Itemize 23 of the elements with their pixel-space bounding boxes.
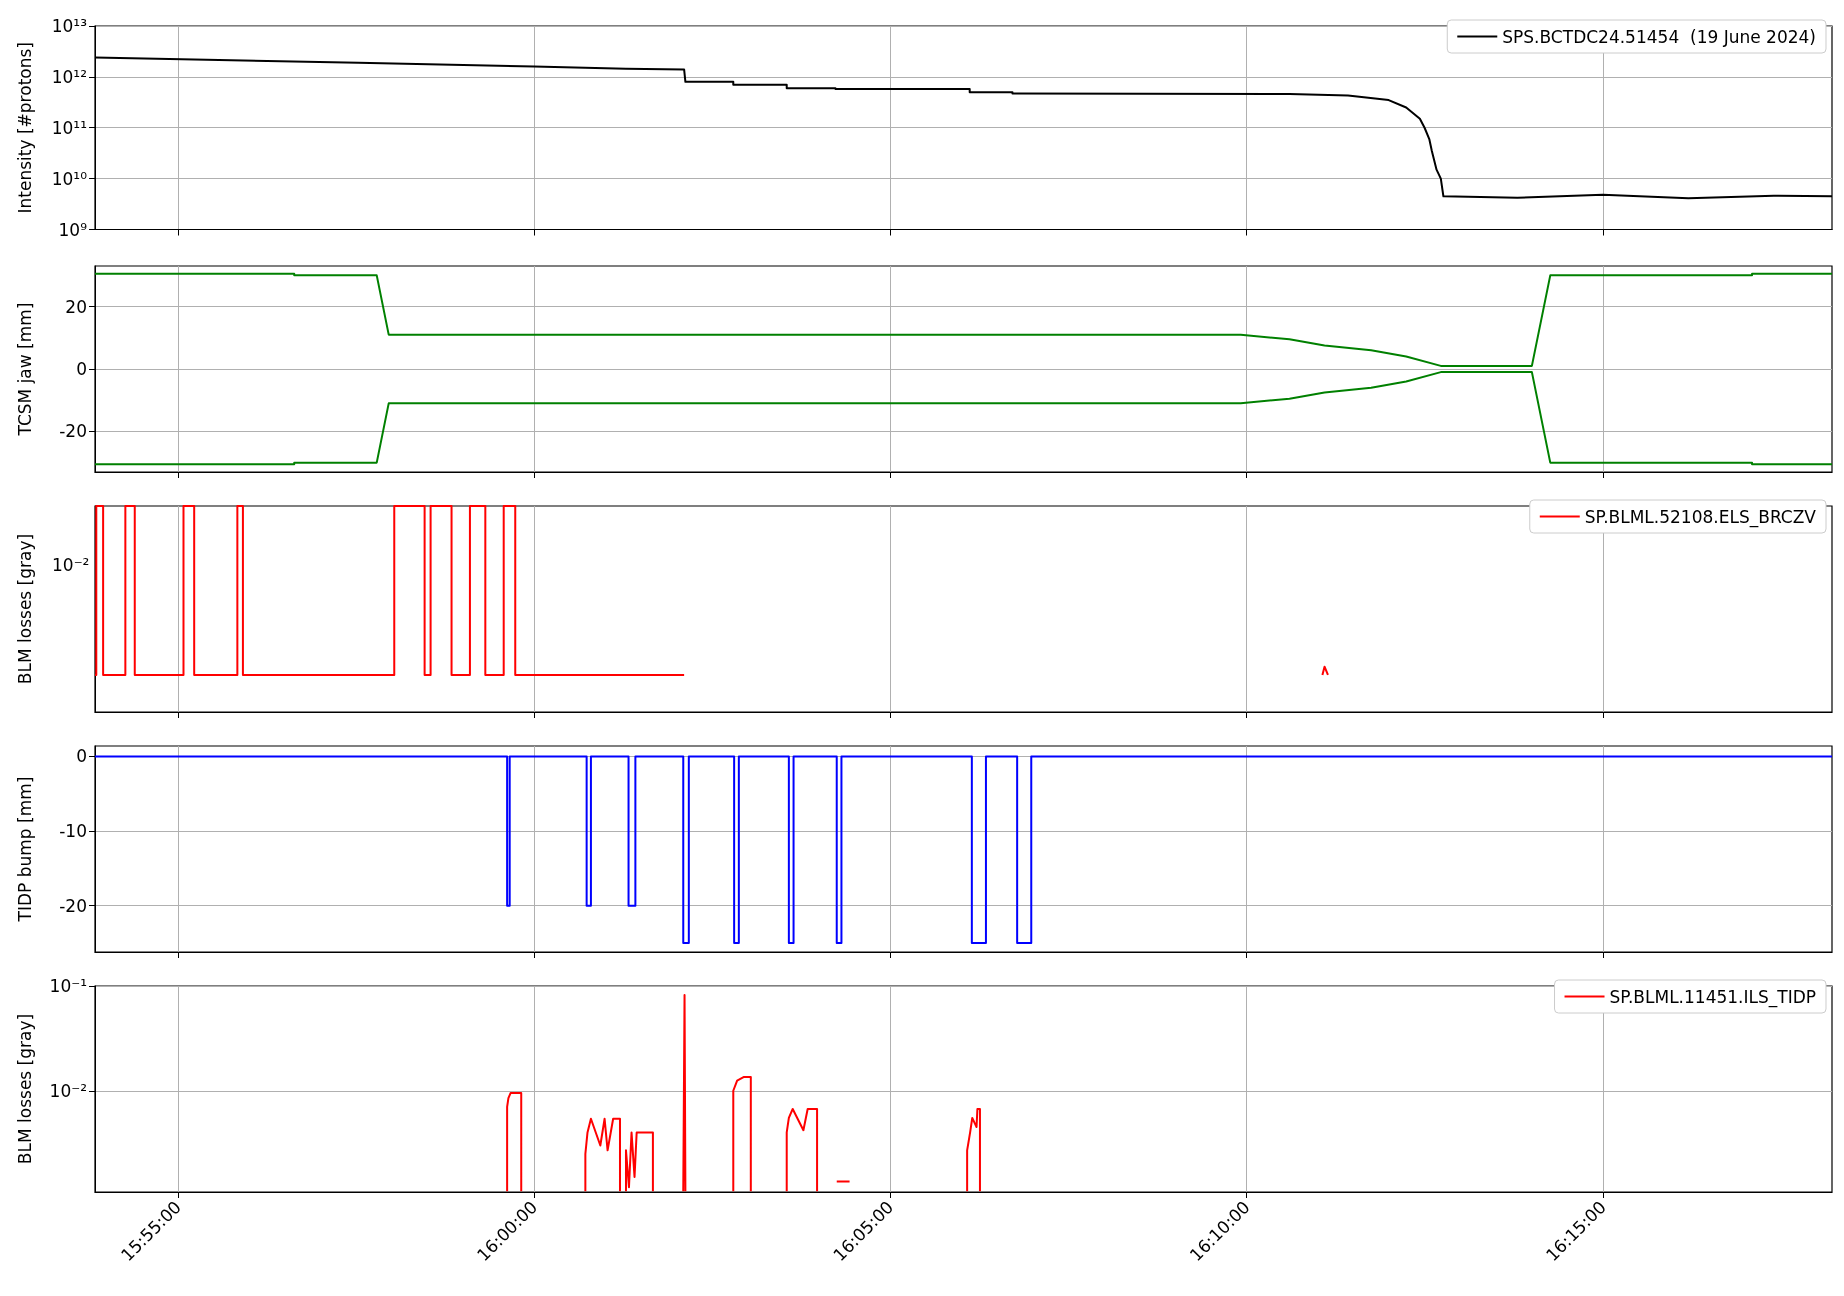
y-tick-label: 10⁻¹ [49, 976, 87, 996]
y-tick-label: 20 [65, 296, 87, 317]
line-series [94, 371, 1833, 466]
legend-label: SP.BLML.11451.ILS_TIDP [1609, 986, 1817, 1008]
legend-label: SPS.BCTDC24.51454 (19 June 2024) [1502, 26, 1817, 47]
y-axis-title: BLM losses [gray] [14, 533, 35, 685]
line-series [94, 272, 1833, 367]
y-tick-label: 10¹² [51, 66, 87, 87]
y-tick-label: -20 [59, 421, 87, 442]
y-tick-label: 0 [76, 359, 87, 379]
y-tick-label: 10¹³ [51, 16, 87, 36]
y-tick-label: -10 [59, 821, 87, 842]
y-axis-title: Intensity [#protons] [14, 42, 35, 214]
y-axis-title: BLM losses [gray] [14, 1013, 35, 1165]
y-axis-title: TIDP bump [mm] [14, 776, 35, 923]
y-tick-label: 10⁻² [49, 1080, 87, 1101]
legend-label: SP.BLML.52108.ELS_BRCZV [1584, 506, 1817, 528]
y-tick-label: -20 [59, 895, 87, 916]
y-tick-label: 10¹¹ [51, 117, 87, 138]
y-axis-title: TCSM jaw [mm] [14, 302, 35, 437]
y-tick-label: 0 [76, 746, 87, 767]
y-tick-label: 10⁹ [58, 219, 88, 240]
y-tick-label: 10¹⁰ [51, 168, 88, 189]
